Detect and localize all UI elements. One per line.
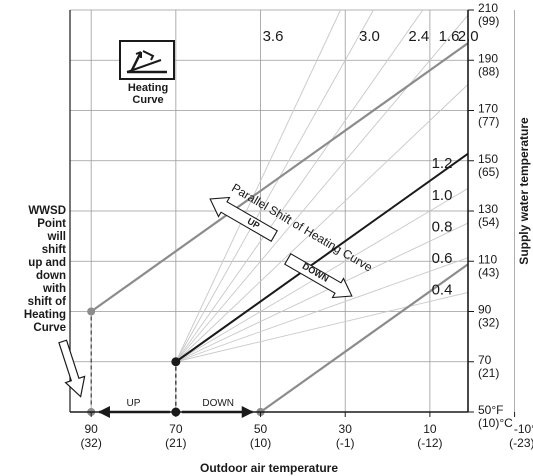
icon-label-line: Heating — [127, 82, 169, 94]
y-tick-label-c: (99) — [478, 14, 499, 28]
slope-line-0-4 — [175, 291, 469, 363]
heating-curve-icon — [119, 40, 175, 80]
shift-up-arrow — [209, 196, 278, 242]
x-tick-label-c: (21) — [165, 436, 186, 450]
x-tick-label-c: (-23)°C — [509, 436, 533, 450]
slope-line-3-6 — [175, 9, 341, 362]
y-tick-label-f: 130 — [478, 202, 498, 216]
wwsd-point-shifted — [87, 307, 96, 316]
wwsd-note-line: will — [47, 231, 66, 243]
y-tick-label-f: 190 — [478, 51, 498, 65]
axis-up-label: UP — [127, 398, 141, 409]
y-tick-label-f: 50°F — [478, 403, 503, 417]
slope-line-1-6 — [175, 84, 469, 363]
shifted-curve-down — [259, 263, 469, 413]
heating-curve-label: Heating Curve — [108, 82, 188, 106]
wwsd-note-line: WWSD — [28, 205, 66, 217]
y-tick-label-f: 90 — [478, 303, 492, 317]
y-tick-label-c: (32) — [478, 316, 499, 330]
wwsd-note-line: Heating — [23, 309, 66, 321]
wwsd-note-line: up and — [28, 257, 66, 269]
slope-label-3-6: 3.6 — [263, 28, 284, 45]
wwsd-note-line: shift of — [27, 296, 66, 308]
shifted-curves — [90, 42, 469, 413]
slope-label-1-6: 1.6 — [439, 28, 460, 45]
wwsd-note-arrow — [58, 339, 86, 398]
wwsd-note: WWSD Point will shift up and down with s… — [4, 205, 66, 335]
icon-label-line: Curve — [132, 94, 164, 106]
slope-label-0-8: 0.8 — [432, 218, 453, 235]
axis-down-label: DOWN — [202, 398, 234, 409]
x-tick-label-c: (-12) — [417, 436, 442, 450]
wwsd-note-line: Point — [37, 218, 66, 230]
y-tick-label-c: (10)°C — [478, 416, 513, 430]
slope-line-0-6 — [175, 257, 469, 363]
x-axis-title: Outdoor air temperature — [200, 461, 338, 475]
x-tick-label-f: -10°F — [514, 422, 533, 436]
y-tick-label-f: 150 — [478, 152, 498, 166]
shift-down-arrow — [284, 253, 353, 299]
y-tick-label-f: 110 — [478, 252, 497, 266]
x-tick-label-f: 90 — [84, 422, 98, 436]
labels: 210(99) 190(88) 170(77) 150(65) 130(54) 110(4… — [80, 1, 533, 475]
wwsd-note-line: down — [35, 270, 66, 282]
wwsd-note-line: Curve — [33, 322, 66, 334]
wwsd-point-main — [171, 357, 181, 367]
slope-label-2-0: 2.0 — [458, 28, 479, 45]
slope-line-0-8 — [175, 222, 469, 363]
slope-label-0-6: 0.6 — [432, 250, 453, 267]
slope-label-1-2: 1.2 — [432, 155, 453, 172]
wwsd-note-line: with — [43, 283, 66, 295]
slope-line-3-0 — [175, 9, 374, 362]
shifted-curve-up — [90, 42, 469, 313]
main-heating-curve — [175, 152, 469, 363]
y-tick-label-f: 70 — [478, 353, 492, 367]
y-tick-label-c: (21) — [478, 366, 499, 380]
x-tick-label-c: (-1) — [336, 436, 355, 450]
y-tick-label-c: (65) — [478, 165, 499, 179]
y-tick-label-f: 210 — [478, 1, 498, 15]
x-tick-label-f: 70 — [169, 422, 183, 436]
x-tick-label-f: 30 — [339, 422, 353, 436]
x-tick-label-c: (32) — [80, 436, 101, 450]
y-tick-label-c: (77) — [478, 115, 499, 129]
y-tick-label-c: (43) — [478, 265, 499, 279]
slope-label-3-0: 3.0 — [359, 28, 380, 45]
slope-label-2-4: 2.4 — [408, 28, 429, 45]
y-axis-title: Supply water temperature — [517, 117, 531, 265]
wwsd-note-line: shift — [41, 244, 66, 256]
slope-label-0-4: 0.4 — [432, 282, 453, 299]
slope-label-1-0: 1.0 — [432, 187, 453, 204]
slope-line-2-0 — [175, 14, 469, 363]
y-tick-label-f: 170 — [478, 102, 498, 116]
y-tick-label-c: (88) — [478, 64, 499, 78]
x-tick-label-f: 10 — [423, 422, 437, 436]
x-tick-label-f: 50 — [254, 422, 268, 436]
y-tick-label-c: (54) — [478, 215, 499, 229]
slope-line-2-4 — [175, 9, 424, 363]
x-tick-label-c: (10) — [250, 436, 271, 450]
